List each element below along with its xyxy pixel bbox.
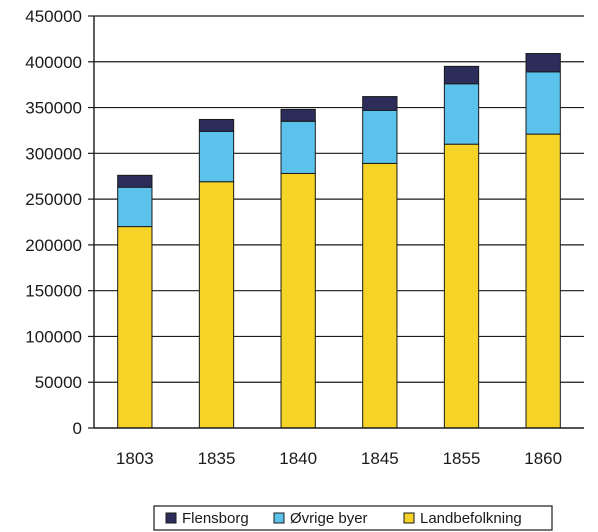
bar-flensborg-1840 xyxy=(280,108,316,122)
y-tick-label: 100000 xyxy=(25,327,82,346)
bar-landbefolkning-1855 xyxy=(443,143,480,429)
bar-ovrige-byer-1835 xyxy=(198,130,235,183)
x-tick-labels: 1803 1835 1840 1845 1855 1860 xyxy=(116,449,562,468)
bar-landbefolkning-1803 xyxy=(117,226,153,429)
legend-label-flensborg: Flensborg xyxy=(182,510,249,527)
axes xyxy=(88,15,584,429)
legend-label-ovrige-byer: Øvrige byer xyxy=(290,510,368,527)
legend-swatch-flensborg xyxy=(165,512,177,524)
x-tick-label: 1845 xyxy=(361,449,399,468)
y-tick-label: 450000 xyxy=(25,7,82,26)
grid-lines xyxy=(94,15,584,383)
y-tick-label: 300000 xyxy=(25,144,82,163)
bar-ovrige-byer-1803 xyxy=(117,186,153,228)
bars xyxy=(117,53,561,429)
bar-landbefolkning-1860 xyxy=(525,133,561,429)
y-tick-label: 0 xyxy=(73,419,82,438)
y-tick-label: 150000 xyxy=(25,282,82,301)
y-tick-label: 350000 xyxy=(25,99,82,118)
bar-flensborg-1803 xyxy=(117,174,153,188)
legend-box xyxy=(153,505,553,531)
legend-label-landbefolkning: Landbefolkning xyxy=(420,510,522,527)
y-tick-label: 50000 xyxy=(35,373,82,392)
x-tick-label: 1840 xyxy=(279,449,317,468)
bar-flensborg-1860 xyxy=(525,53,561,73)
legend: Flensborg Øvrige byer Landbefolkning xyxy=(153,505,553,531)
bar-ovrige-byer-1860 xyxy=(525,71,561,135)
bar-flensborg-1855 xyxy=(443,65,480,85)
bar-ovrige-byer-1855 xyxy=(443,83,480,145)
legend-swatch-landbefolkning xyxy=(403,512,415,524)
legend-swatch-ovrige-byer xyxy=(273,512,285,524)
x-tick-label: 1835 xyxy=(198,449,236,468)
x-tick-label: 1803 xyxy=(116,449,154,468)
bar-landbefolkning-1835 xyxy=(198,181,235,429)
bar-ovrige-byer-1840 xyxy=(280,120,316,174)
y-tick-labels: 0 50000 100000 150000 200000 250000 300000 3500… xyxy=(25,7,82,438)
bar-landbefolkning-1845 xyxy=(362,162,398,429)
bar-flensborg-1845 xyxy=(362,96,398,111)
y-tick-label: 200000 xyxy=(25,236,82,255)
bar-ovrige-byer-1845 xyxy=(362,109,398,164)
y-tick-label: 250000 xyxy=(25,190,82,209)
bar-flensborg-1835 xyxy=(198,118,235,132)
bar-landbefolkning-1840 xyxy=(280,172,316,429)
x-tick-label: 1860 xyxy=(524,449,562,468)
x-tick-label: 1855 xyxy=(443,449,481,468)
y-tick-label: 400000 xyxy=(25,53,82,72)
